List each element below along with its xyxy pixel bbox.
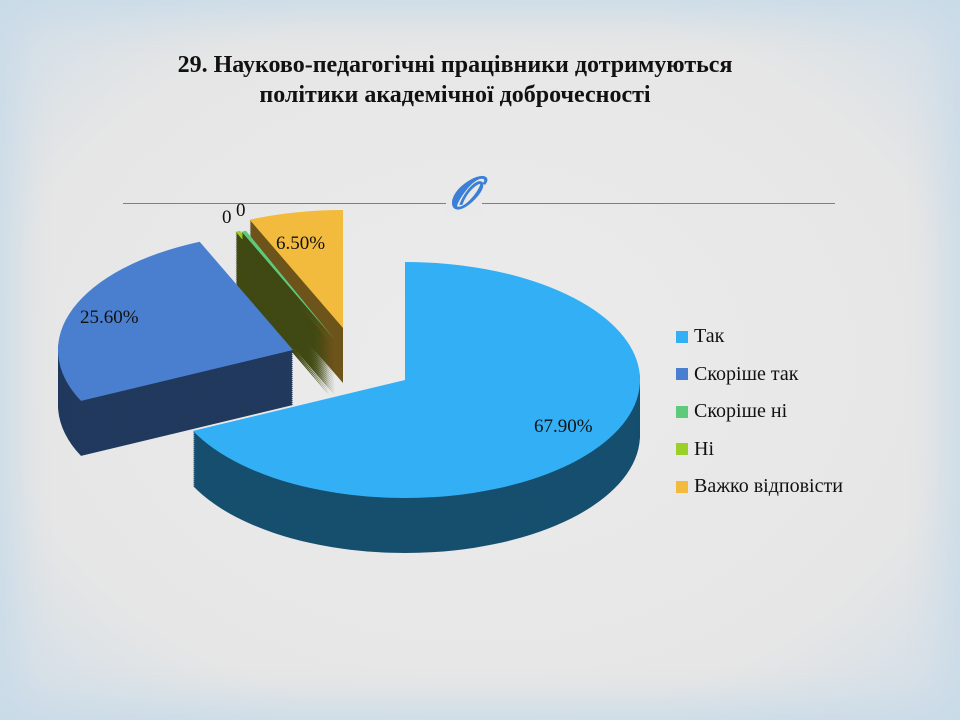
pie-slice-side (241, 267, 335, 377)
legend-swatch (676, 405, 688, 418)
legend-label: Скоріше ні (694, 400, 788, 423)
pie-slice-side (241, 253, 335, 363)
pie-slice-side (241, 243, 335, 353)
pie-slice-side (241, 277, 335, 387)
legend-item: Ні (676, 431, 843, 469)
pie-slice-top (241, 230, 335, 340)
legend-item: Скоріше ні (676, 393, 843, 431)
pie-slice-0 (192, 262, 641, 553)
pie-slice-side (241, 281, 335, 391)
pie-slice-top (192, 262, 641, 499)
pie-slice-side (241, 259, 335, 369)
legend-swatch (676, 368, 688, 381)
pie-slice-side (241, 257, 335, 367)
pie-slice-side (241, 231, 335, 341)
legend-swatch (676, 330, 688, 343)
pie-slice-top (57, 241, 294, 401)
pie-slice-side (241, 247, 335, 357)
pie-slice-side (241, 255, 335, 365)
legend-swatch (676, 443, 688, 456)
pie-slice-side (235, 281, 329, 391)
pie-slice-side (241, 263, 335, 373)
legend-item: Так (676, 318, 843, 356)
data-label-vazhko: 6.50% (276, 233, 326, 254)
pie-slice-side (241, 273, 335, 383)
legend-label: Важко відповісти (694, 475, 843, 498)
legend-label: Так (694, 325, 725, 348)
chart-title: 29. Науково-педагогічні працівники дотри… (60, 50, 850, 110)
pie-slice-side (241, 265, 335, 375)
pie-slice-side (241, 249, 335, 359)
pie-slice-side (241, 245, 335, 355)
pie-slice-side (241, 233, 335, 343)
legend-item: Важко відповісти (676, 468, 843, 506)
pie-slice-side (241, 251, 335, 361)
pie-slice-side (241, 275, 335, 385)
pie-slice-side (241, 241, 335, 351)
pie-slice-side (241, 271, 335, 381)
ornament-icon: 𝓞 (446, 172, 482, 216)
data-label-tak: 67.90% (534, 416, 593, 437)
data-label-ni: 0 (236, 200, 246, 221)
pie-slice-2 (241, 230, 335, 395)
legend-label: Ні (694, 437, 714, 460)
legend: Так Скоріше так Скоріше ні Ні Важко відп… (676, 318, 843, 506)
pie-slice-side (241, 235, 335, 345)
title-line-2: політики академічної доброчесності (259, 82, 651, 108)
pie-slice-side (241, 269, 335, 379)
pie-slice-side (241, 283, 335, 393)
legend-swatch (676, 480, 688, 493)
pie-slice-1 (57, 241, 294, 456)
data-label-skorishe-tak: 25.60% (80, 307, 139, 328)
pie-slice-side (241, 279, 335, 389)
pie-slice-side (241, 239, 335, 349)
pie-slice-side (241, 261, 335, 371)
pie-slice-side (241, 237, 335, 347)
pie-slice-top (249, 210, 343, 328)
pie-slice-side (235, 279, 329, 389)
title-line-1: 29. Науково-педагогічні працівники дотри… (177, 52, 733, 78)
pie-slice-side (241, 285, 335, 395)
legend-label: Скоріше так (694, 362, 799, 385)
data-label-skorishe-ni: 0 (222, 207, 232, 228)
legend-item: Скоріше так (676, 356, 843, 394)
